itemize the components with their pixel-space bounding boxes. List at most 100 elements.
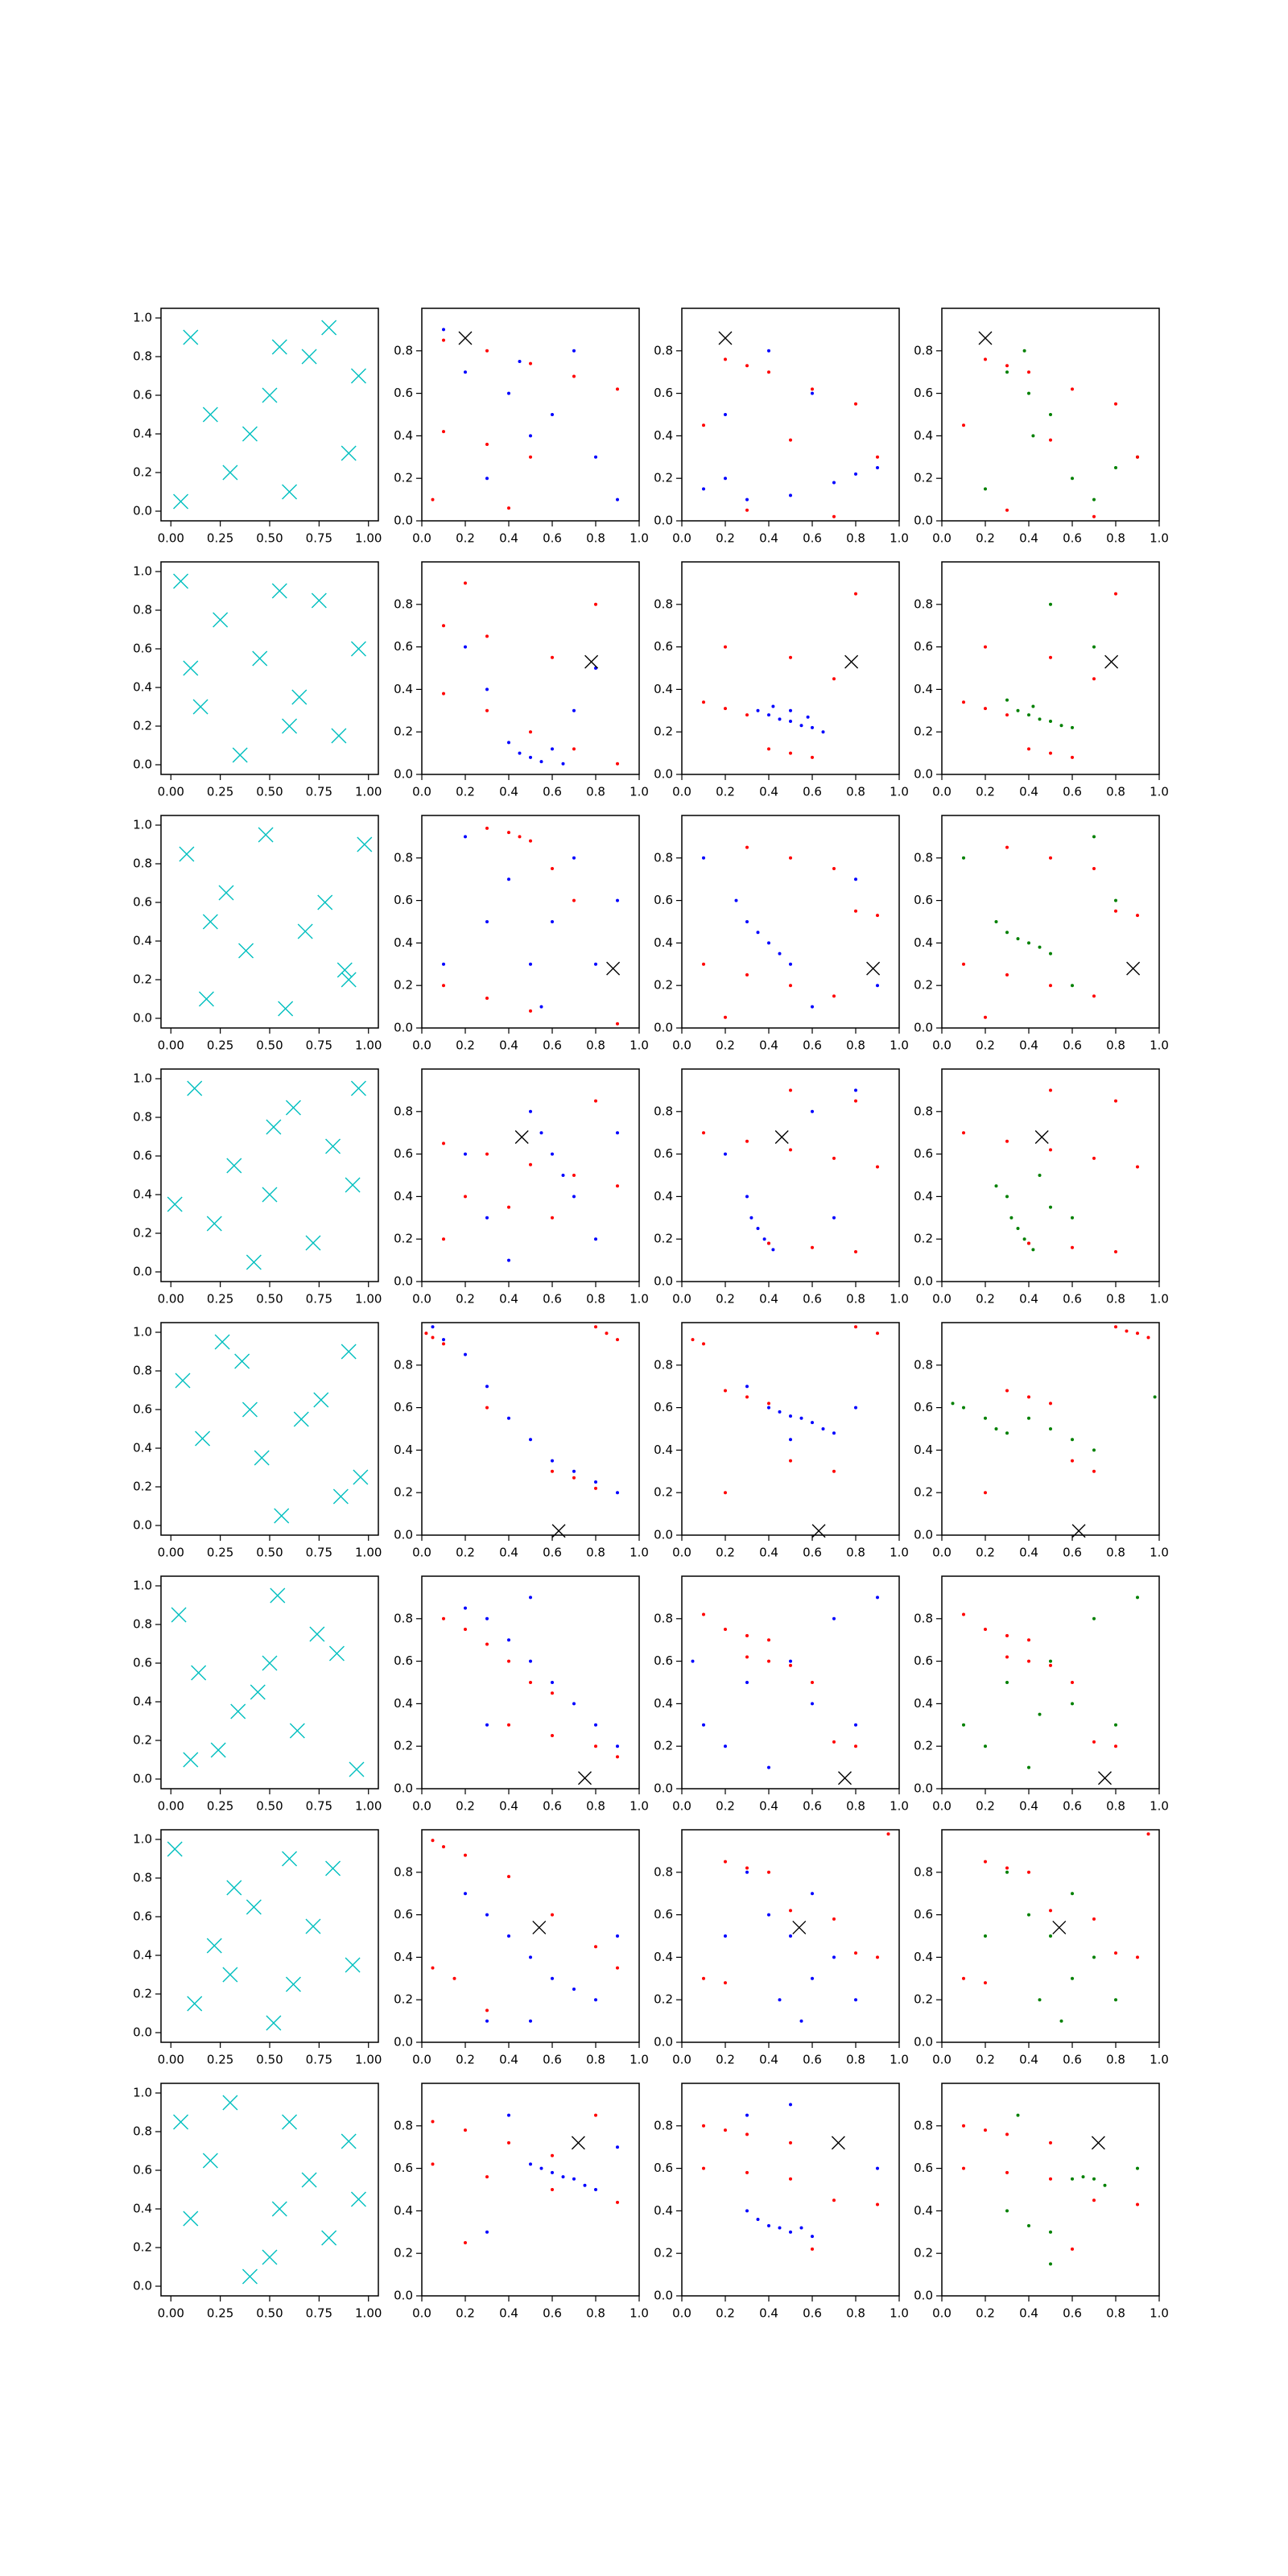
dot (572, 898, 576, 902)
y-tick-label: 0.2 (394, 1485, 413, 1500)
y-tick-label: 0.2 (133, 1480, 152, 1494)
dot (832, 677, 836, 681)
x-tick-label: 0.50 (256, 1038, 283, 1053)
dot (1136, 455, 1139, 459)
dot (767, 1913, 770, 1917)
dot (984, 707, 987, 711)
dot (811, 2235, 814, 2239)
y-tick-label: 0.0 (914, 1528, 933, 1542)
dot (984, 1860, 987, 1864)
x-tick-label: 1.0 (1150, 785, 1169, 799)
x-marker (293, 1411, 309, 1427)
dot (811, 1109, 814, 1113)
y-tick-label: 0.6 (133, 1149, 152, 1163)
dot (1114, 1951, 1117, 1955)
dot (832, 1917, 836, 1921)
x-tick-label: 0.2 (456, 1799, 475, 1814)
dot (886, 1832, 890, 1836)
x-tick-label: 1.0 (630, 785, 649, 799)
y-tick-label: 0.4 (654, 1443, 673, 1457)
dot (1059, 2019, 1063, 2023)
dot (616, 1491, 619, 1495)
x-tick-label: 0.75 (306, 2306, 332, 2321)
dot (442, 430, 445, 434)
x-tick-label: 0.8 (586, 2306, 605, 2321)
dot (1005, 845, 1009, 849)
x-tick-label: 0.8 (846, 1038, 865, 1053)
dot (1016, 937, 1020, 941)
y-tick-label: 0.0 (394, 767, 413, 782)
dot (539, 2166, 543, 2170)
x-marker (458, 331, 473, 345)
x-tick-label: 0.4 (759, 531, 778, 546)
y-tick-label: 0.8 (914, 1611, 933, 1625)
x-tick-label: 0.8 (846, 1546, 865, 1560)
dot (854, 1723, 857, 1727)
dot (1114, 1250, 1117, 1254)
dot (962, 1723, 965, 1727)
x-marker (350, 2191, 366, 2207)
dot (745, 845, 749, 849)
dot (551, 920, 554, 923)
dot (811, 2247, 814, 2251)
dot (789, 720, 792, 723)
x-tick-label: 0.2 (716, 1038, 735, 1053)
dot (1005, 713, 1009, 717)
x-tick-label: 0.4 (759, 1799, 778, 1814)
x-tick-label: 0.25 (207, 785, 233, 799)
x-tick-label: 0.6 (543, 531, 562, 546)
y-tick-label: 0.0 (133, 2279, 152, 2293)
dot (1125, 1329, 1129, 1333)
x-tick-label: 1.0 (890, 2053, 909, 2067)
dot (485, 1723, 489, 1727)
dot (572, 2177, 576, 2181)
dot (1005, 2209, 1009, 2213)
dot (832, 994, 836, 998)
dot (749, 1216, 753, 1220)
x-tick-label: 0.50 (256, 1546, 283, 1560)
y-tick-label: 0.4 (394, 1696, 413, 1711)
x-tick-label: 0.2 (976, 1038, 995, 1053)
x-marker (345, 1177, 361, 1193)
y-tick-label: 0.2 (914, 978, 933, 993)
x-tick-label: 1.0 (630, 531, 649, 546)
dot (616, 497, 619, 502)
x-marker (173, 573, 189, 589)
dot (1027, 1765, 1030, 1769)
dot (1092, 867, 1096, 870)
dot (529, 962, 532, 966)
dot (1071, 1976, 1074, 1980)
x-marker (718, 331, 733, 345)
dot (518, 751, 522, 755)
dot (1071, 1681, 1074, 1684)
dot (962, 2124, 965, 2128)
y-tick-label: 0.8 (133, 1617, 152, 1632)
dot (529, 1596, 532, 1600)
axes-frame (941, 308, 1160, 522)
dot (789, 2230, 792, 2234)
x-tick-label: 0.0 (412, 1546, 431, 1560)
dot (572, 1174, 576, 1177)
x-tick-label: 0.0 (672, 785, 691, 799)
x-tick-label: 0.2 (976, 531, 995, 546)
x-tick-label: 1.0 (890, 2306, 909, 2321)
x-marker (252, 650, 268, 667)
dot (745, 973, 749, 976)
x-marker (266, 2015, 282, 2031)
x-tick-label: 0.4 (1019, 1799, 1038, 1814)
x-tick-label: 0.8 (1106, 2053, 1125, 2067)
x-tick-label: 1.0 (1150, 1546, 1169, 1560)
dot (507, 741, 510, 745)
dot (485, 2230, 489, 2234)
dot (1038, 717, 1042, 721)
y-tick-label: 0.0 (914, 1274, 933, 1289)
dot (1071, 1216, 1074, 1220)
dot (485, 442, 489, 446)
x-marker (792, 1920, 807, 1934)
x-tick-label: 0.6 (1063, 1038, 1082, 1053)
dot (724, 1152, 727, 1156)
y-tick-label: 0.2 (394, 2246, 413, 2260)
x-marker (262, 2249, 278, 2265)
x-marker (230, 1703, 246, 1719)
dot (984, 1628, 987, 1631)
